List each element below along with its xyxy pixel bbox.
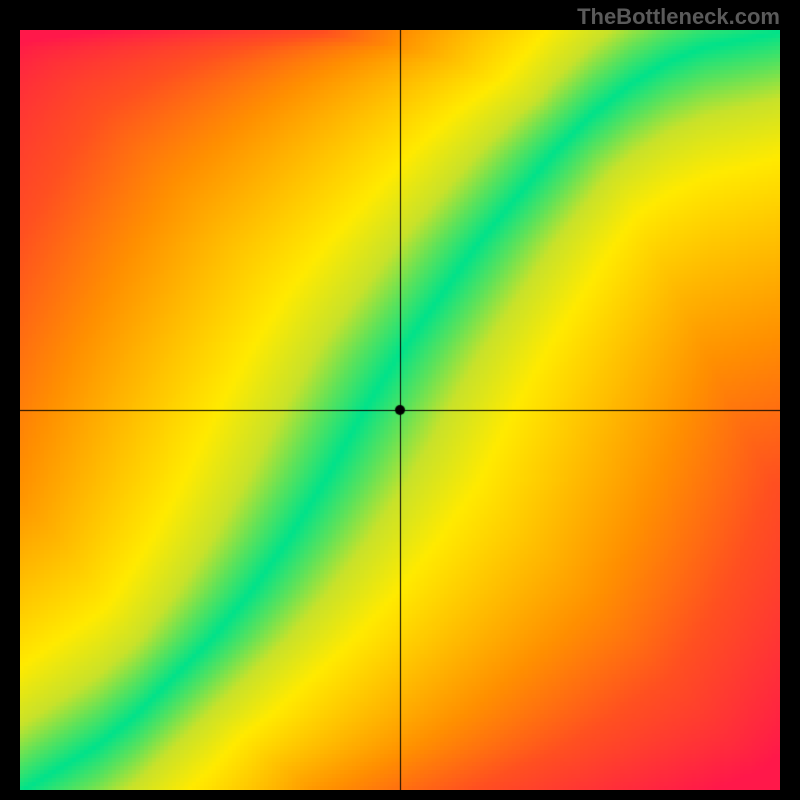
watermark-text: TheBottleneck.com — [577, 4, 780, 30]
heatmap-canvas — [20, 30, 780, 790]
heatmap-chart — [20, 30, 780, 790]
